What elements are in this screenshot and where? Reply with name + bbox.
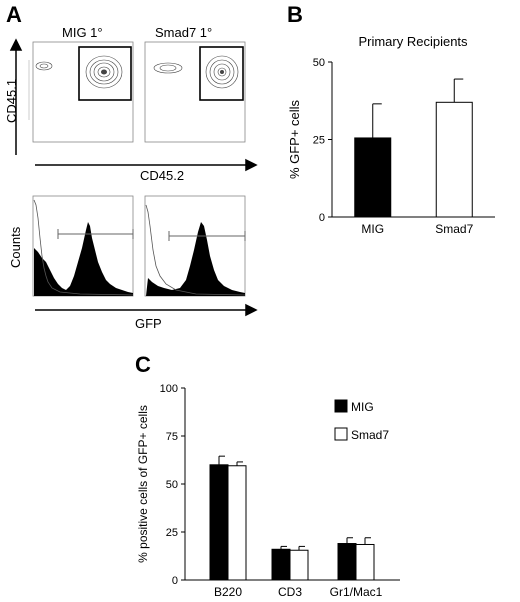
x-tick-label: CD3 bbox=[278, 585, 302, 599]
x-tick-label: Smad7 bbox=[435, 222, 473, 236]
flow-x-axis-label: CD45.2 bbox=[140, 168, 185, 183]
bar-mig bbox=[209, 464, 229, 581]
y-tick-label: 25 bbox=[313, 135, 325, 147]
hist-x-axis-label: GFP bbox=[135, 316, 162, 331]
legend-swatch-smad7 bbox=[334, 427, 348, 441]
y-tick-label: 100 bbox=[160, 383, 178, 395]
contour-plot-mig bbox=[28, 41, 134, 143]
panel-letter-c: C bbox=[135, 352, 151, 377]
bar-mig bbox=[354, 137, 392, 218]
y-tick-label: 50 bbox=[166, 479, 178, 491]
y-tick-label: 50 bbox=[313, 57, 325, 69]
flow-plot1-title: MIG 1° bbox=[62, 25, 103, 40]
y-axis-label: % positive cells of GFP+ cells bbox=[136, 405, 150, 563]
bar-smad7 bbox=[355, 543, 375, 581]
legend-swatch-mig bbox=[334, 399, 348, 413]
flow-y-arrow bbox=[9, 38, 23, 155]
histogram-mig bbox=[32, 195, 134, 297]
bar-smad7 bbox=[435, 101, 473, 218]
legend-label-smad7: Smad7 bbox=[351, 428, 389, 442]
bar-smad7 bbox=[289, 549, 309, 581]
y-tick-label: 75 bbox=[166, 431, 178, 443]
y-axis-label: % GFP+ cells bbox=[287, 99, 302, 179]
panel-letter-a: A bbox=[6, 2, 22, 27]
y-tick-label: 0 bbox=[172, 575, 178, 587]
histogram-smad7 bbox=[144, 195, 246, 297]
bar-mig bbox=[337, 543, 357, 581]
flow-plot2-title: Smad7 1° bbox=[155, 25, 213, 40]
y-tick-label: 25 bbox=[166, 527, 178, 539]
x-tick-label: Gr1/Mac1 bbox=[330, 585, 383, 599]
bar-mig bbox=[271, 548, 291, 581]
x-tick-label: B220 bbox=[214, 585, 242, 599]
panel-letter-b: B bbox=[287, 2, 303, 27]
bar-smad7 bbox=[227, 465, 247, 581]
contour-plot-smad7 bbox=[144, 41, 246, 143]
x-tick-label: MIG bbox=[361, 222, 384, 236]
legend-label-mig: MIG bbox=[351, 400, 374, 414]
flow-x-arrow bbox=[35, 158, 258, 172]
y-tick-label: 0 bbox=[319, 212, 325, 224]
hist-x-arrow bbox=[35, 303, 258, 317]
chart-title: Primary Recipients bbox=[358, 34, 468, 49]
